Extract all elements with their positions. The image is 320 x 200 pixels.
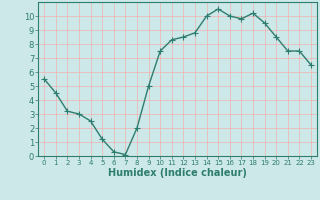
X-axis label: Humidex (Indice chaleur): Humidex (Indice chaleur)	[108, 168, 247, 178]
